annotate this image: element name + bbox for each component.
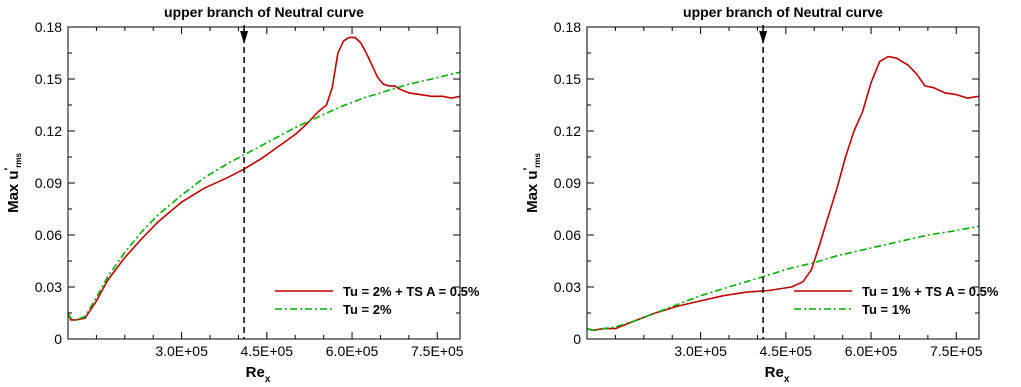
y-tick-label: 0.09: [35, 175, 62, 191]
y-axis-title-main: Max u: [5, 170, 22, 213]
x-axis-title-main: Re: [246, 364, 265, 381]
x-tick-label: 7.5E+05: [411, 343, 464, 359]
x-tick-label: 4.5E+05: [241, 343, 294, 359]
y-tick-label: 0.06: [35, 227, 62, 243]
legend-label-2: Tu = 1%: [862, 302, 911, 317]
x-tick-label: 6.0E+05: [326, 343, 379, 359]
x-tick-label: 3.0E+05: [674, 343, 727, 359]
annotation-text: upper branch of Neutral curve: [683, 4, 883, 20]
y-axis-title: Max u′rms: [522, 153, 542, 213]
y-tick-label: 0.15: [35, 71, 62, 87]
chart-panel-2: upper branch of Neutral curve 0 0.03 0.06 0.…: [522, 4, 999, 385]
x-axis-title-main: Re: [765, 364, 784, 381]
y-axis-title-prime: ′: [3, 167, 15, 170]
y-tick-label: 0.12: [554, 123, 581, 139]
neutral-arrow-head: [759, 31, 768, 44]
y-tick-label: 0.03: [554, 279, 581, 295]
y-axis-title-main: Max u: [524, 170, 541, 213]
legend-label-1: Tu = 2% + TS A = 0.5%: [343, 284, 480, 299]
y-tick-label: 0.15: [554, 71, 581, 87]
y-tick-label: 0.09: [554, 175, 581, 191]
y-tick-label: 0.18: [554, 19, 581, 35]
x-tick-label: 4.5E+05: [760, 343, 813, 359]
y-tick-label: 0.06: [554, 227, 581, 243]
y-tick-label: 0.12: [35, 123, 62, 139]
y-axis-title: Max u′rms: [3, 153, 23, 213]
y-axis-title-sub: rms: [14, 153, 23, 168]
x-axis-title: Rex: [765, 364, 790, 385]
y-axis-title-sub: rms: [533, 153, 542, 168]
y-tick-label: 0.03: [35, 279, 62, 295]
neutral-arrow-head: [240, 31, 249, 44]
series-line-2: [67, 71, 461, 321]
x-axis-title-sub: x: [265, 374, 271, 385]
y-axis-title-prime: ′: [522, 167, 534, 170]
x-tick-label: 3.0E+05: [155, 343, 208, 359]
series-line-2: [586, 225, 980, 332]
y-tick-label: 0: [573, 331, 581, 347]
series-line-1: [67, 36, 461, 321]
y-tick-label: 0.18: [35, 19, 62, 35]
chart-panel-1: upper branch of Neutral curve 0 0.03 0.06 0.…: [3, 4, 480, 385]
x-tick-label: 6.0E+05: [845, 343, 898, 359]
x-tick-label: 7.5E+05: [930, 343, 983, 359]
legend-label-1: Tu = 1% + TS A = 0.5%: [862, 284, 999, 299]
y-tick-label: 0: [54, 331, 62, 347]
x-axis-title-sub: x: [784, 374, 790, 385]
annotation-text: upper branch of Neutral curve: [164, 4, 364, 20]
legend-label-2: Tu = 2%: [343, 302, 392, 317]
x-axis-title: Rex: [246, 364, 271, 385]
